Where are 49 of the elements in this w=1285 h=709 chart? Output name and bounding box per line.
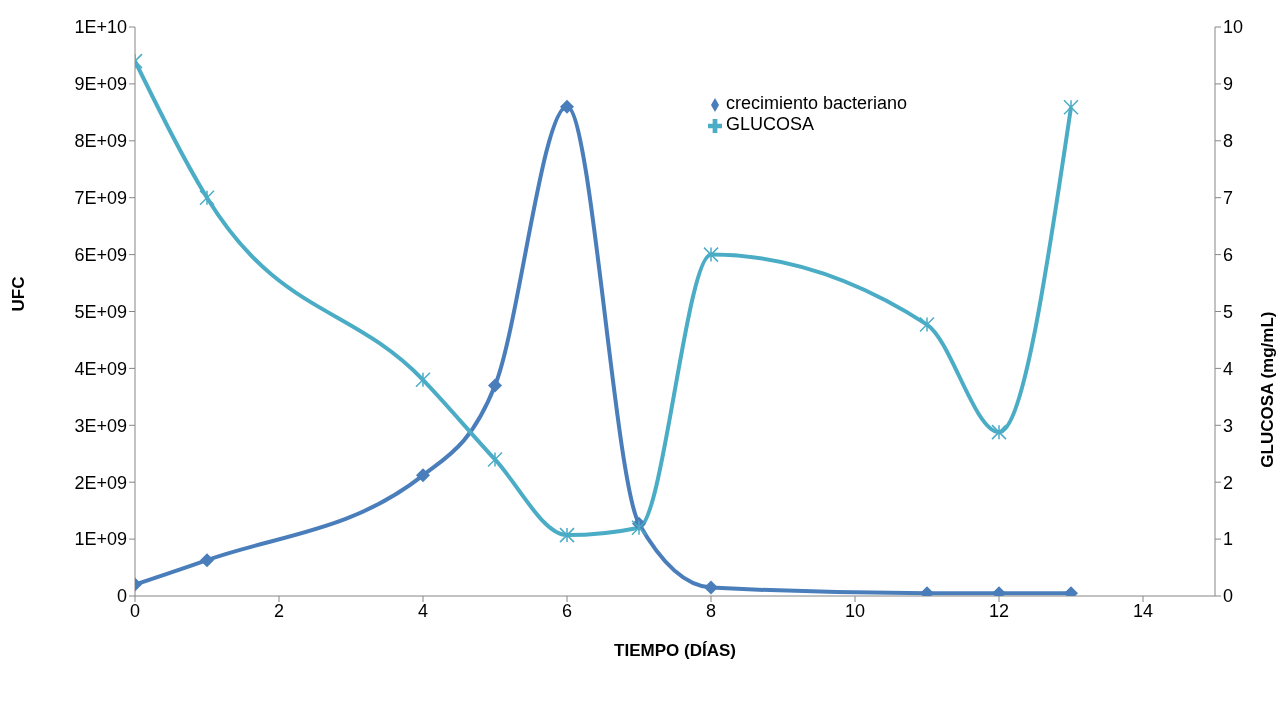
point (488, 378, 502, 393)
y-tick-label: 1E+09 (74, 529, 127, 550)
y2-tick-label: 10 (1223, 17, 1244, 38)
x-tick-label: 4 (417, 600, 429, 621)
x-tick-label: 2 (273, 600, 285, 621)
y-tick-label: 7E+09 (74, 188, 127, 209)
x-tick-label: 6 (561, 600, 573, 621)
point (703, 246, 719, 263)
y2-tick-label: 9 (1223, 74, 1234, 95)
y-tick-label: 8E+09 (74, 131, 127, 152)
legend-label: GLUCOSA (726, 114, 815, 134)
x-tick-label: 8 (705, 600, 717, 621)
y-axis-title: UFC (9, 276, 29, 312)
legend-label: crecimiento bacteriano (726, 93, 908, 113)
y-tick-label: 5E+09 (74, 301, 127, 322)
y-tick-label: 9E+09 (74, 74, 127, 95)
y-tick-label: 6E+09 (74, 244, 127, 265)
point (631, 519, 647, 536)
y-tick-label: 4E+09 (74, 358, 127, 379)
point (199, 189, 215, 206)
y2-tick-label: 8 (1223, 131, 1234, 152)
point (416, 468, 430, 483)
x-axis-title: TIEMPO (DÍAS) (614, 641, 736, 660)
y-tick-label: 1E+10 (74, 17, 127, 38)
point (559, 527, 575, 543)
y-tick-label: 0 (116, 586, 127, 607)
point (991, 424, 1007, 440)
y2-tick-label: 0 (1223, 586, 1234, 607)
point (560, 99, 574, 114)
y2-axis-title: GLUCOSA (mg/mL) (1258, 311, 1278, 468)
point (415, 372, 431, 388)
y2-tick-label: 5 (1223, 301, 1234, 322)
y2-tick-label: 1 (1223, 529, 1234, 550)
y2-tick-label: 6 (1223, 244, 1234, 265)
point (1063, 99, 1079, 115)
x-tick-label: 0 (129, 600, 141, 621)
y2-tick-label: 2 (1223, 472, 1234, 493)
y2-tick-label: 7 (1223, 188, 1234, 209)
x-tick-label: 10 (844, 600, 866, 621)
x-tick-label: 12 (988, 600, 1010, 621)
point (487, 451, 503, 468)
y2-tick-label: 4 (1223, 358, 1234, 379)
point (919, 316, 935, 333)
point (200, 553, 214, 568)
point (704, 580, 718, 595)
x-tick-label: 14 (1132, 600, 1154, 621)
y-tick-label: 3E+09 (74, 415, 127, 436)
y2-tick-label: 3 (1223, 415, 1234, 436)
y-tick-label: 2E+09 (74, 472, 127, 493)
